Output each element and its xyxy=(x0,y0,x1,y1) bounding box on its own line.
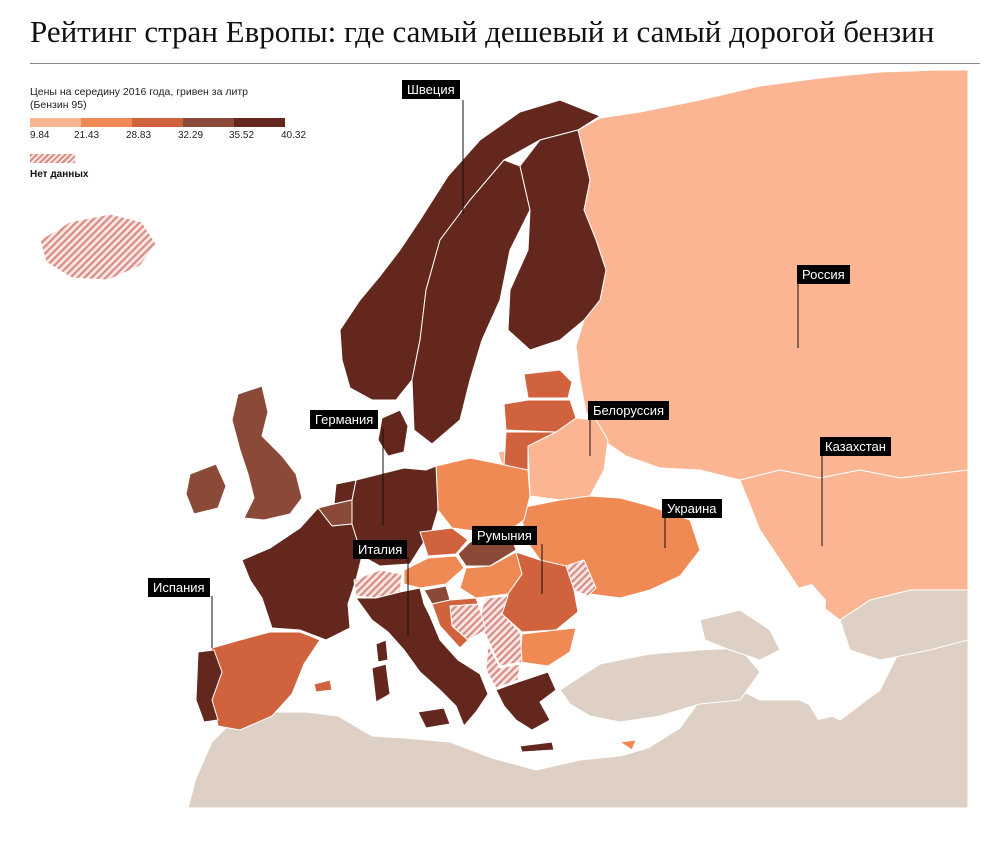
country-latvia[interactable] xyxy=(503,399,577,433)
legend-swatch-5 xyxy=(234,118,285,127)
island-sardinia[interactable] xyxy=(371,663,391,703)
legend-tick-4: 32.29 xyxy=(178,130,204,141)
island-sicily[interactable] xyxy=(417,707,451,729)
country-czechia[interactable] xyxy=(419,527,469,557)
legend-caption-line1: Цены на середину 2016 года, гривен за ли… xyxy=(30,86,248,98)
legend-tick-1: 9.84 xyxy=(30,130,50,141)
island-crete[interactable] xyxy=(519,741,555,753)
chart-title: Рейтинг стран Европы: где самый дешевый … xyxy=(30,14,935,49)
legend-ticks: 9.84 21.43 28.83 32.29 35.52 40.32 xyxy=(30,130,330,144)
island-cyprus[interactable] xyxy=(618,739,637,751)
label-belarus: Белоруссия xyxy=(588,401,670,420)
label-sweden: Швеция xyxy=(402,80,460,99)
title-divider xyxy=(30,63,980,64)
legend-no-data-swatch xyxy=(30,154,75,163)
country-macedonia-albania[interactable] xyxy=(485,642,521,689)
country-sweden[interactable] xyxy=(411,159,531,445)
country-kazakhstan[interactable] xyxy=(739,469,969,621)
country-bulgaria[interactable] xyxy=(519,627,577,667)
legend-tick-5: 35.52 xyxy=(229,130,255,141)
legend-tick-3: 28.83 xyxy=(126,130,152,141)
country-lithuania[interactable] xyxy=(503,431,557,471)
legend-tick-6: 40.32 xyxy=(281,130,307,141)
legend-swatch-3 xyxy=(132,118,183,127)
legend-swatch-1 xyxy=(30,118,81,127)
label-ukraine: Украина xyxy=(662,499,722,518)
country-united-kingdom[interactable] xyxy=(231,385,303,521)
country-finland[interactable] xyxy=(507,129,607,351)
label-russia: Россия xyxy=(797,265,850,284)
island-corsica[interactable] xyxy=(375,639,389,663)
country-iceland[interactable] xyxy=(39,213,157,281)
country-ireland[interactable] xyxy=(185,463,227,515)
label-leader-lines xyxy=(211,100,823,648)
label-italy: Италия xyxy=(353,540,408,559)
label-kazakhstan: Казахстан xyxy=(820,437,891,456)
legend-no-data-label: Нет данных xyxy=(30,169,89,180)
country-estonia[interactable] xyxy=(523,369,573,399)
country-greece[interactable] xyxy=(495,671,557,731)
label-romania: Румыния xyxy=(472,526,537,545)
legend-caption-line2: (Бензин 95) xyxy=(30,99,87,111)
country-italy[interactable] xyxy=(355,587,489,727)
legend-swatches xyxy=(30,118,330,127)
legend-swatch-4 xyxy=(183,118,234,127)
label-spain: Испания xyxy=(148,578,210,597)
caucasus-region xyxy=(699,609,781,661)
country-portugal[interactable] xyxy=(195,649,223,723)
label-germany: Германия xyxy=(310,410,379,429)
turkey xyxy=(559,647,761,723)
legend: Цены на середину 2016 года, гривен за ли… xyxy=(30,86,330,180)
legend-swatch-2 xyxy=(81,118,132,127)
country-france[interactable] xyxy=(241,507,363,641)
africa-middle-east xyxy=(187,597,969,809)
legend-tick-2: 21.43 xyxy=(74,130,100,141)
country-austria[interactable] xyxy=(403,555,465,589)
country-poland[interactable] xyxy=(435,457,531,533)
country-croatia[interactable] xyxy=(431,597,479,649)
islands-balearic[interactable] xyxy=(313,679,333,693)
country-denmark[interactable] xyxy=(377,409,409,457)
caspian-sea xyxy=(780,584,838,720)
